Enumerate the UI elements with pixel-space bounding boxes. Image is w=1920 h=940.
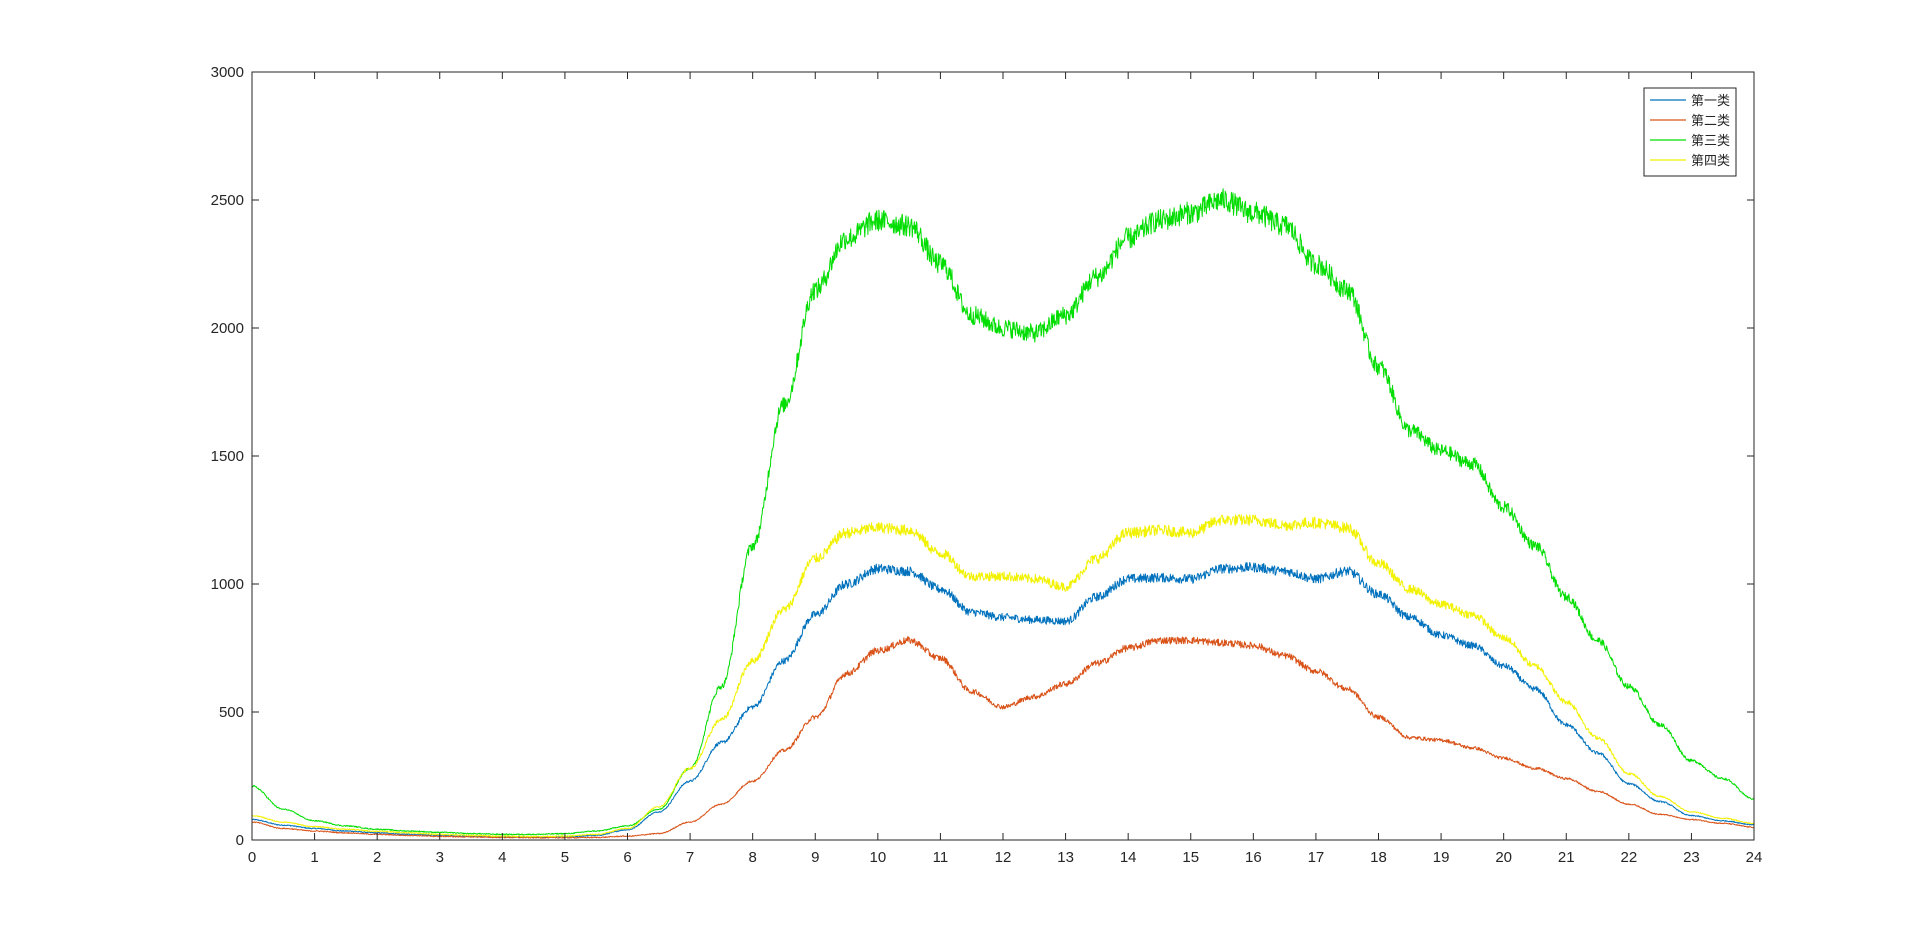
x-tick-label: 9	[811, 849, 819, 866]
x-tick-label: 1	[310, 849, 318, 866]
x-tick-label: 11	[933, 849, 949, 866]
x-tick-label: 19	[1433, 849, 1450, 866]
legend-label: 第三类	[1691, 134, 1730, 149]
y-axis: 0 500 1000 1500 2000 2500 3000	[211, 64, 1754, 849]
legend-label: 第四类	[1691, 154, 1730, 169]
y-tick-label: 500	[219, 704, 244, 721]
y-tick-label: 1000	[211, 576, 244, 593]
x-tick-label: 23	[1683, 849, 1700, 866]
y-tick-label: 2000	[211, 320, 244, 337]
x-tick-label: 10	[869, 849, 886, 866]
x-tick-label: 16	[1245, 849, 1262, 866]
x-tick-label: 14	[1120, 849, 1137, 866]
x-tick-label: 4	[498, 849, 506, 866]
x-tick-label: 8	[748, 849, 756, 866]
series-line-1	[251, 562, 1755, 839]
series-layer	[251, 188, 1755, 839]
legend-label: 第二类	[1691, 114, 1730, 129]
x-tick-label: 22	[1620, 849, 1637, 866]
legend-label: 第一类	[1691, 94, 1730, 109]
x-tick-label: 12	[995, 849, 1012, 866]
x-tick-label: 13	[1057, 849, 1074, 866]
x-axis: 0 1 2 3 4 5 6 7 8 9 10 11 12 13 14 15 16 17 18 19 20 21 22 23 24	[248, 72, 1763, 866]
x-tick-label: 21	[1558, 849, 1575, 866]
y-tick-label: 1500	[211, 448, 244, 465]
x-tick-label: 3	[436, 849, 444, 866]
series-line-2	[251, 636, 1755, 839]
plot-area-frame	[251, 71, 1755, 841]
series-line-4	[251, 514, 1755, 838]
x-tick-label: 0	[248, 849, 256, 866]
legend-box	[1643, 87, 1737, 177]
x-tick-label: 6	[623, 849, 631, 866]
y-tick-label: 3000	[211, 64, 244, 81]
x-tick-label: 15	[1182, 849, 1199, 866]
x-tick-label: 18	[1370, 849, 1387, 866]
x-tick-label: 5	[561, 849, 569, 866]
x-tick-label: 2	[373, 849, 381, 866]
y-tick-label: 2500	[211, 192, 244, 209]
x-tick-label: 20	[1495, 849, 1512, 866]
x-tick-label: 24	[1746, 849, 1763, 866]
x-tick-label: 7	[686, 849, 694, 866]
series-line-3	[251, 188, 1755, 836]
x-tick-label: 17	[1308, 849, 1325, 866]
y-tick-label: 0	[236, 832, 244, 849]
